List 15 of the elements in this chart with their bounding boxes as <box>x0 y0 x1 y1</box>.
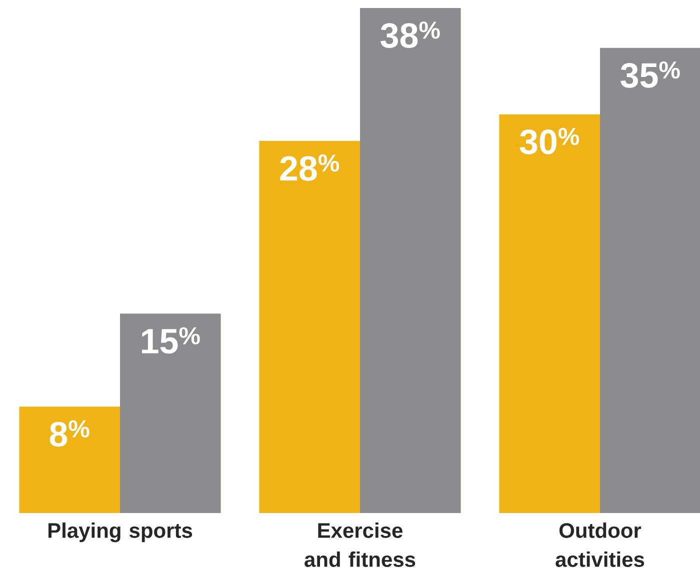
x-tick-label: Playing sports <box>48 522 192 542</box>
data-label: 35$^{%}$ <box>620 61 680 88</box>
bar <box>499 114 600 514</box>
data-label: 28$^{%}$ <box>280 154 340 181</box>
bar <box>120 314 221 514</box>
data-label: 38$^{%}$ <box>380 22 440 48</box>
bar <box>19 406 120 514</box>
bar <box>360 8 461 514</box>
data-label: 8$^{%}$ <box>50 420 90 447</box>
data-label: 30$^{%}$ <box>520 128 580 154</box>
x-tick-label: Outdoor activities <box>556 522 644 567</box>
data-label: 15$^{%}$ <box>142 327 200 354</box>
bar <box>259 140 360 514</box>
x-tick-label: Exercise and fitness <box>304 522 416 567</box>
bar <box>600 48 700 514</box>
